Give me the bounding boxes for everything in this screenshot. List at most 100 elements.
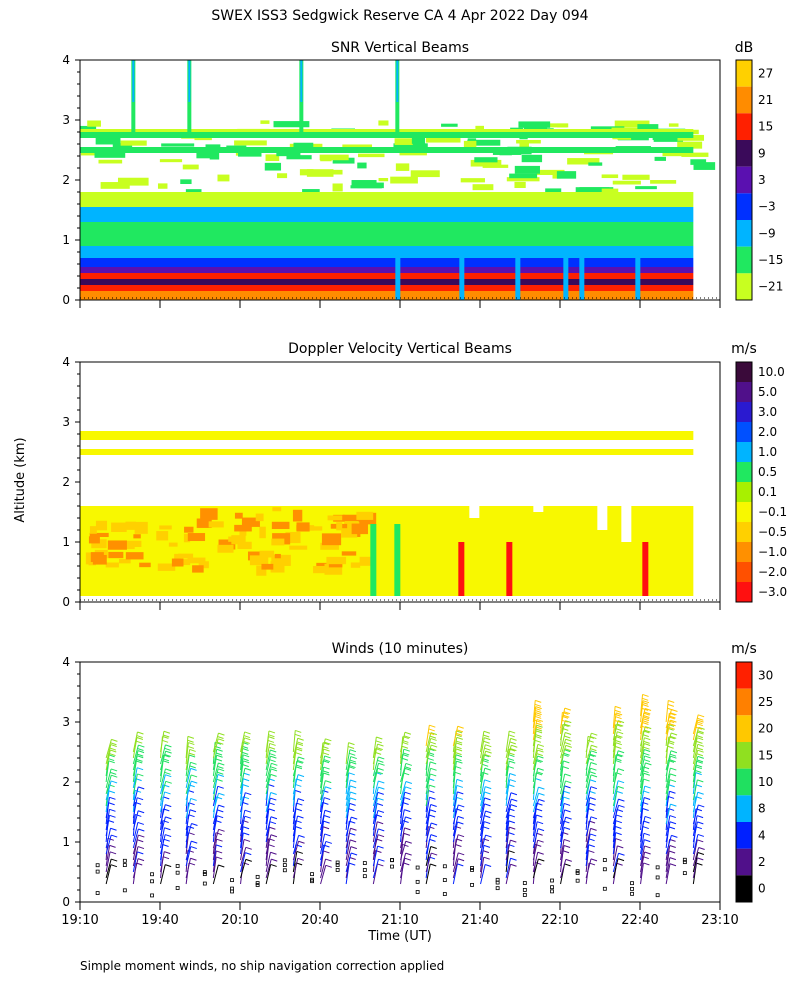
wind-barb-flag (242, 784, 249, 788)
wind-barb (292, 858, 299, 879)
doppler-cell (285, 531, 301, 544)
wind-barb-flag (536, 832, 543, 836)
wind-barb-flag (245, 852, 252, 856)
wind-barb-flag (295, 764, 303, 768)
wind-barb (372, 821, 378, 843)
wind-barb (665, 773, 671, 795)
snr-cell (552, 174, 561, 179)
wind-barb (452, 858, 459, 879)
snr-cell (588, 162, 603, 166)
wind-barb-flag (536, 724, 543, 728)
colorbar-label: 0 (758, 882, 766, 896)
wind-barb-flag (136, 740, 143, 744)
wind-barb-flag (298, 834, 305, 838)
wind-barb-flag (644, 729, 651, 733)
colorbar-swatch (736, 662, 752, 689)
wind-barb (345, 863, 350, 885)
wind-barb-flag (668, 826, 676, 830)
wind-barb (105, 864, 112, 885)
wind-barb (560, 780, 566, 801)
doppler-x-axis (79, 602, 721, 610)
wind-barb-flag (111, 858, 118, 862)
winds-y-axis: 0 1 2 3 4 (62, 655, 80, 909)
wind-barb-flag (323, 766, 330, 770)
doppler-cell (178, 553, 194, 559)
wind-barb (640, 755, 646, 777)
wind-barb-flag (404, 791, 411, 795)
wind-barb-flag (163, 734, 170, 738)
wind-barb (452, 797, 458, 819)
wind-barb-flag (615, 820, 622, 824)
wind-barb-flag (589, 779, 597, 783)
calm-marker (202, 870, 207, 874)
wind-barb-flag (695, 726, 703, 730)
snr-dip (395, 252, 401, 300)
wind-barb-flag (215, 758, 223, 762)
wind-barb (612, 768, 619, 789)
snr-layer (80, 267, 694, 273)
wind-barb (292, 826, 297, 849)
doppler-cell (356, 511, 374, 520)
wind-barb-flag (242, 751, 249, 755)
wind-barb-flag (588, 754, 595, 758)
colorbar-swatch (736, 482, 752, 502)
wind-barb-flag (565, 780, 572, 784)
snr-streak (132, 60, 135, 102)
wind-barb-flag (458, 804, 465, 808)
wind-barb-flag (245, 846, 252, 850)
wind-barb-flag (109, 747, 117, 751)
wind-barb (320, 748, 325, 771)
panel-winds: Winds (10 minutes) 0 1 2 3 4 19:10 19:40 20:10… (61, 641, 773, 944)
wind-barb-flag (563, 760, 570, 764)
wind-barb-flag (297, 798, 305, 802)
wind-barb-flag (614, 705, 622, 709)
doppler-cell (270, 561, 285, 573)
calm-marker (655, 865, 660, 870)
wind-barb-flag (109, 814, 116, 818)
wind-barb-flag (508, 832, 515, 836)
wind-barb-flag (508, 850, 515, 854)
wind-barb-flag (161, 739, 169, 743)
wind-barb-flag (269, 742, 276, 746)
wind-barb (640, 862, 644, 885)
wind-barb-flag (482, 759, 489, 763)
wind-barb-flag (165, 834, 172, 838)
wind-barb-flag (349, 857, 356, 860)
doppler-cell (350, 562, 361, 568)
wind-barb-flag (137, 810, 145, 814)
wind-barb (292, 815, 298, 837)
colorbar-swatch (736, 848, 752, 876)
wind-barb (185, 798, 192, 819)
snr-layer (80, 258, 694, 267)
wind-barb (612, 720, 619, 741)
wind-barb (612, 853, 619, 873)
calm-marker (310, 879, 314, 884)
wind-barb-flag (564, 863, 571, 867)
wind-barb (212, 774, 219, 795)
wind-barb (505, 792, 512, 813)
wind-barb (320, 865, 327, 885)
wind-barb-flag (295, 766, 303, 770)
wind-barb-flag (455, 734, 462, 738)
wind-barb (425, 863, 431, 885)
snr-cell (161, 143, 195, 147)
figure-title: SWEX ISS3 Sedgwick Reserve CA 4 Apr 2022… (211, 8, 588, 24)
wind-barb-flag (297, 759, 304, 763)
wind-barb-flag (349, 765, 356, 769)
wind-barb-flag (110, 827, 117, 831)
wind-barb-flag (456, 784, 464, 788)
doppler-cell (231, 535, 246, 545)
wind-barb (425, 725, 430, 747)
doppler-cell (271, 538, 285, 546)
wind-barb-flag (136, 758, 143, 762)
wind-barb-flag (270, 766, 277, 770)
colorbar-label: 20 (758, 722, 773, 736)
wind-barb-flag (563, 802, 571, 806)
wind-barb-flag (455, 748, 463, 752)
wind-barb-flag (188, 862, 196, 866)
wind-barb (132, 851, 138, 873)
wind-barb-flag (565, 858, 572, 862)
wind-barb-flag (429, 735, 437, 739)
snr-x-axis (79, 300, 721, 308)
wind-barb-flag (563, 714, 570, 718)
